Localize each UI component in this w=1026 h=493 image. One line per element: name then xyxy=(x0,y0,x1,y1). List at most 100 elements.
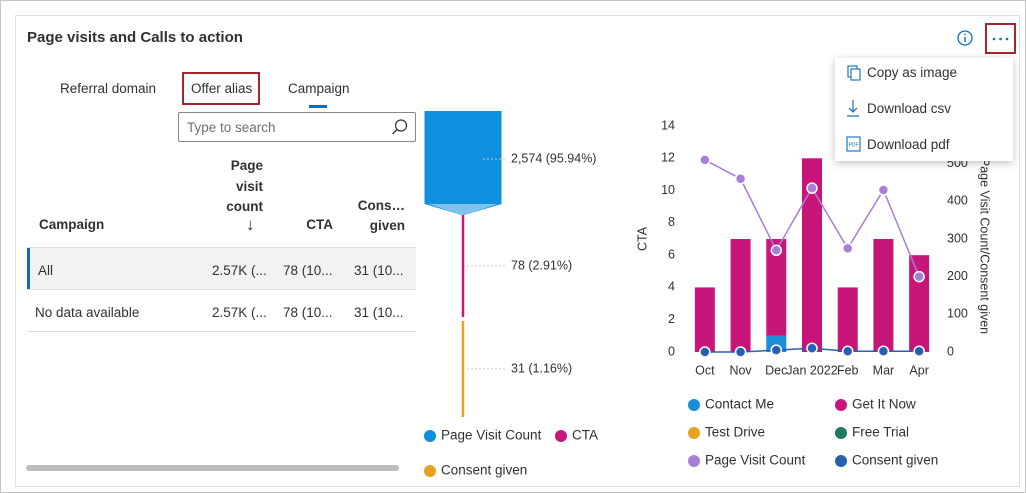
line-marker xyxy=(699,346,711,358)
cell: 31 (10... xyxy=(354,263,404,278)
funnel-label: 78 (2.91%) xyxy=(511,258,572,272)
legend-label: CTA xyxy=(572,428,598,443)
selected-row[interactable] xyxy=(27,248,416,289)
line-marker xyxy=(770,344,783,356)
legend-swatch xyxy=(688,399,700,411)
y2-tick-label: 200 xyxy=(947,269,968,283)
x-tick-label: Feb xyxy=(837,363,859,377)
y2-tick-label: 300 xyxy=(947,231,968,245)
line-marker xyxy=(841,345,854,357)
legend-swatch xyxy=(555,430,567,442)
funnel-stage xyxy=(461,215,465,317)
y-tick-label: 10 xyxy=(661,183,675,197)
legend-label: Consent given xyxy=(852,453,938,468)
legend-swatch xyxy=(424,430,436,442)
info-icon[interactable] xyxy=(956,29,974,47)
bar-segment xyxy=(802,158,822,352)
legend-swatch xyxy=(688,427,700,439)
scrollbar[interactable] xyxy=(26,465,399,471)
x-tick-label: Jan 2022 xyxy=(786,363,837,377)
x-tick-label: Mar xyxy=(873,363,895,377)
x-tick-label: Nov xyxy=(729,363,752,377)
y2-tick-label: 100 xyxy=(947,307,968,321)
tab[interactable]: Offer alias xyxy=(191,81,253,96)
line-marker xyxy=(877,184,890,196)
legend-label: Free Trial xyxy=(852,425,909,440)
y-tick-label: 0 xyxy=(668,344,675,358)
legend-swatch xyxy=(835,399,847,411)
menu: PDF Copy as image Download csv Download … xyxy=(835,58,1013,161)
line-marker xyxy=(770,244,783,257)
line-marker xyxy=(841,242,854,255)
legend-label: Get It Now xyxy=(852,397,916,412)
bar-segment xyxy=(766,239,787,336)
legend-label: Test Drive xyxy=(705,425,765,440)
bar-segment xyxy=(909,255,930,352)
line-marker xyxy=(913,270,925,283)
y-tick-label: 14 xyxy=(661,118,675,132)
row-divider xyxy=(27,289,416,290)
column-header[interactable]: Campaign xyxy=(39,217,105,232)
tab-indicator xyxy=(309,105,327,108)
legend-swatch xyxy=(835,427,847,439)
y-tick-label: 6 xyxy=(668,247,675,261)
bar-segment xyxy=(873,239,894,352)
cell: 31 (10... xyxy=(354,305,404,320)
bar-segment xyxy=(730,239,751,352)
funnel-stage xyxy=(461,321,465,417)
line-marker xyxy=(806,342,818,354)
tab-highlight xyxy=(182,72,260,105)
row-divider xyxy=(27,331,416,332)
legend-swatch xyxy=(424,465,436,477)
card xyxy=(15,15,1020,487)
x-tick-label: Apr xyxy=(909,363,928,377)
cell: 78 (10... xyxy=(283,305,333,320)
y2-tick-label: 400 xyxy=(947,194,968,208)
cell: No data available xyxy=(35,305,140,320)
sort-indicator: ↓ xyxy=(246,215,255,234)
x-tick-label: Dec xyxy=(765,363,787,377)
line-marker xyxy=(734,172,747,185)
x-tick-label: Oct xyxy=(695,363,715,377)
column-header[interactable]: CTA xyxy=(306,217,333,232)
menu-item[interactable]: Download csv xyxy=(867,101,952,116)
column-header[interactable]: Cons… given xyxy=(357,198,405,233)
menu-icons: PDF xyxy=(846,65,861,152)
tab[interactable]: Referral domain xyxy=(60,81,157,96)
more-icon xyxy=(992,37,1009,41)
menu-item[interactable]: Copy as image xyxy=(867,65,958,80)
tab[interactable]: Campaign xyxy=(288,81,350,96)
cell: 78 (10... xyxy=(283,263,333,278)
y-tick-label: 12 xyxy=(661,151,675,165)
y-tick-label: 2 xyxy=(668,312,675,326)
funnel-stage xyxy=(424,111,502,215)
line-marker xyxy=(699,154,711,166)
bar-segment xyxy=(694,287,715,352)
funnel-taper xyxy=(428,204,498,215)
search-box[interactable]: Type to search xyxy=(178,112,416,142)
y-tick-label: 4 xyxy=(668,280,675,294)
bar-segment xyxy=(837,287,858,352)
legend-swatch xyxy=(688,455,700,467)
cell: 2.57K (... xyxy=(212,305,267,320)
funnel-label: 2,574 (95.94%) xyxy=(511,151,596,165)
line-marker xyxy=(806,182,818,194)
legend-label: Page Visit Count xyxy=(705,453,806,468)
line-marker xyxy=(877,345,890,357)
svg-text:PDF: PDF xyxy=(849,142,859,148)
y-tick-label: 8 xyxy=(668,215,675,229)
column-header[interactable]: Page visit count xyxy=(226,158,263,214)
legend-label: Contact Me xyxy=(705,397,774,412)
line-marker xyxy=(734,346,747,358)
funnel-label: 31 (1.16%) xyxy=(511,361,572,375)
line-marker xyxy=(913,345,925,357)
menu-item[interactable]: Download pdf xyxy=(867,137,950,152)
legend-swatch xyxy=(835,455,847,467)
legend-label: Page Visit Count xyxy=(441,428,542,443)
more-button[interactable] xyxy=(985,23,1016,54)
y2-tick-label: 0 xyxy=(947,344,954,358)
legend-label: Consent given xyxy=(441,463,527,478)
search-placeholder: Type to search xyxy=(187,120,276,135)
